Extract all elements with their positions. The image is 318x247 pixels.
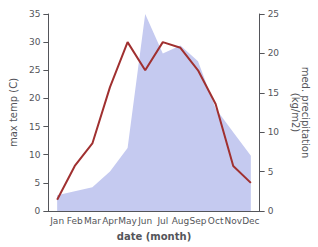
svg-text:15: 15 (268, 88, 279, 98)
svg-text:date (month): date (month) (117, 231, 191, 242)
svg-text:Aug: Aug (172, 216, 190, 226)
svg-text:15: 15 (29, 122, 40, 132)
svg-text:Jan: Jan (49, 216, 64, 226)
svg-text:0: 0 (268, 206, 274, 216)
svg-text:30: 30 (29, 37, 41, 47)
svg-text:(kg/m2): (kg/m2) (290, 93, 301, 133)
svg-text:med. precipitation: med. precipitation (299, 66, 311, 159)
svg-text:Sep: Sep (190, 216, 207, 226)
svg-text:Nov: Nov (224, 216, 242, 226)
svg-text:5: 5 (35, 178, 41, 188)
svg-text:May: May (118, 216, 137, 226)
svg-text:Jul: Jul (156, 216, 168, 226)
svg-text:0: 0 (35, 206, 41, 216)
svg-text:Dec: Dec (242, 216, 259, 226)
svg-text:20: 20 (29, 93, 41, 103)
svg-text:10: 10 (29, 150, 41, 160)
svg-text:Mar: Mar (84, 216, 101, 226)
svg-text:20: 20 (268, 48, 280, 58)
svg-text:35: 35 (29, 9, 40, 19)
svg-text:25: 25 (268, 9, 279, 19)
svg-text:Apr: Apr (102, 216, 118, 226)
svg-text:25: 25 (29, 65, 40, 75)
svg-text:10: 10 (268, 127, 280, 137)
svg-text:Jun: Jun (137, 216, 152, 226)
svg-text:max temp (C): max temp (C) (8, 78, 19, 147)
svg-text:Feb: Feb (67, 216, 83, 226)
svg-text:5: 5 (268, 167, 274, 177)
svg-text:Oct: Oct (208, 216, 224, 226)
